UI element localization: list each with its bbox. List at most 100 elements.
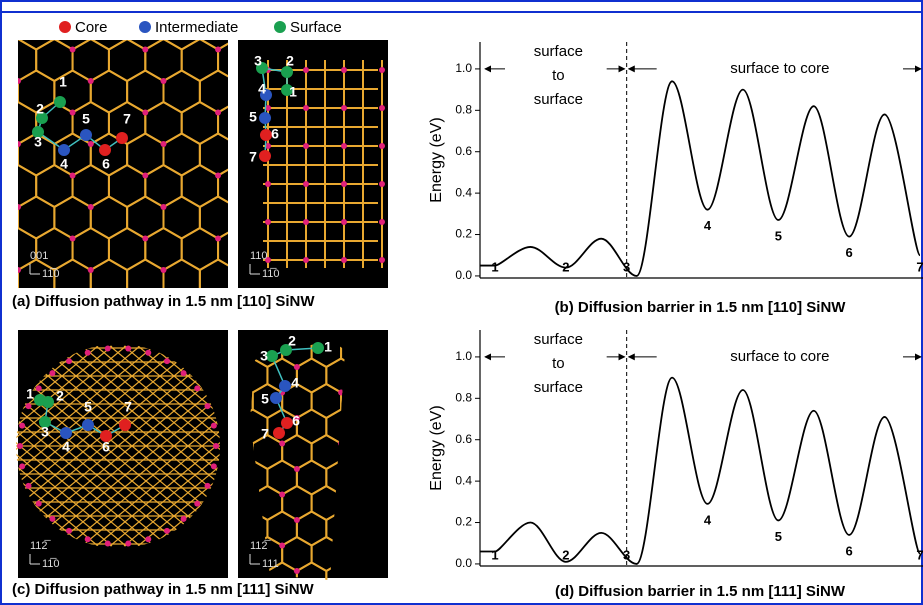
pathway-atom xyxy=(36,112,48,124)
hexagon xyxy=(415,308,444,342)
pathway-atom xyxy=(54,96,66,108)
si-atom xyxy=(341,67,347,73)
si-atom xyxy=(87,204,94,210)
si-atom xyxy=(379,181,385,187)
si-atom xyxy=(341,143,347,149)
bond xyxy=(109,345,220,547)
pathway-atom xyxy=(260,89,272,101)
hexagon xyxy=(400,486,429,520)
atom-label: 2 xyxy=(288,333,296,349)
si-atom xyxy=(210,463,217,470)
hexagon xyxy=(18,142,19,167)
pathway-atom xyxy=(259,112,271,124)
pathway-atom xyxy=(39,416,51,428)
si-atom xyxy=(341,181,347,187)
bond xyxy=(137,345,220,547)
state-label: 7 xyxy=(916,547,923,562)
si-atom xyxy=(204,403,211,410)
state-label: 6 xyxy=(846,245,853,260)
pathway-atom xyxy=(58,144,70,156)
si-atom xyxy=(104,345,111,352)
hexagon xyxy=(18,205,19,230)
si-atom xyxy=(194,500,201,507)
pathway-atom xyxy=(119,419,131,431)
bond xyxy=(123,345,220,547)
orientation-right: 111 xyxy=(262,558,279,570)
y-tick-label: 1.0 xyxy=(455,61,472,75)
si-atom xyxy=(19,422,26,429)
orientation-up: 001 xyxy=(30,250,48,262)
atom-label: 3 xyxy=(260,348,268,364)
region-label: surface to core xyxy=(730,60,829,77)
bond xyxy=(16,345,127,547)
pathway-atom xyxy=(273,427,285,439)
si-atom xyxy=(341,105,347,111)
si-atom xyxy=(69,109,76,116)
si-atom xyxy=(412,466,418,472)
state-label: 2 xyxy=(562,259,569,274)
hexagon xyxy=(400,537,429,571)
y-tick-label: 0.6 xyxy=(455,144,472,158)
energy-curve xyxy=(480,376,921,565)
orientation-up: 112̅ xyxy=(30,540,52,552)
si-atom xyxy=(66,358,72,365)
hexagon xyxy=(325,561,345,580)
si-atom xyxy=(87,141,94,147)
orientation-right: 11̅0 xyxy=(42,558,60,570)
si-atom xyxy=(341,219,347,225)
bond xyxy=(137,345,220,547)
si-atom xyxy=(194,385,201,392)
si-atom xyxy=(412,517,418,523)
bond xyxy=(151,345,220,547)
y-tick-label: 0.4 xyxy=(455,473,472,487)
pathway-atom xyxy=(280,344,292,356)
si-atom xyxy=(303,219,309,225)
lattice xyxy=(263,60,385,268)
si-atom xyxy=(142,172,149,179)
si-atom xyxy=(142,235,149,242)
hexagon xyxy=(385,308,414,342)
si-atom xyxy=(87,267,94,273)
hexagon xyxy=(385,461,414,495)
pathway-atom xyxy=(256,62,268,74)
hexagon xyxy=(18,79,19,104)
region-label: surface to core xyxy=(730,348,829,365)
hexagon xyxy=(371,588,400,605)
si-atom xyxy=(265,181,271,187)
region-label: surface xyxy=(534,331,583,348)
hexagon xyxy=(18,40,19,41)
atom-label: 1 xyxy=(289,84,297,100)
pathway-atom xyxy=(270,392,282,404)
hexagon xyxy=(385,563,414,597)
legend-marker xyxy=(274,21,286,33)
si-atom xyxy=(160,267,167,273)
si-atom xyxy=(293,466,300,472)
atom-label: 3 xyxy=(34,134,42,150)
si-atom xyxy=(49,515,56,522)
si-atom xyxy=(279,542,286,549)
si-atom xyxy=(303,105,309,111)
bond xyxy=(16,345,85,547)
state-label: 1 xyxy=(491,547,498,562)
hexagon xyxy=(385,410,414,444)
atom-label: 7 xyxy=(249,149,257,165)
pathway-atom xyxy=(116,132,128,144)
si-atom xyxy=(412,568,418,574)
state-label: 5 xyxy=(775,529,782,544)
bond xyxy=(67,345,220,547)
si-atom xyxy=(215,109,222,116)
pathway-atom xyxy=(99,144,111,156)
energy-curve xyxy=(480,80,921,277)
bond xyxy=(16,345,113,547)
y-tick-label: 0.8 xyxy=(455,102,472,116)
si-atom xyxy=(279,491,286,498)
si-atom xyxy=(379,219,385,225)
orientation-right: 11̅0 xyxy=(42,268,60,280)
atom-label: 3 xyxy=(254,53,262,69)
hexagon xyxy=(415,512,444,546)
si-atom xyxy=(213,443,219,449)
pathway-atom xyxy=(281,66,293,78)
